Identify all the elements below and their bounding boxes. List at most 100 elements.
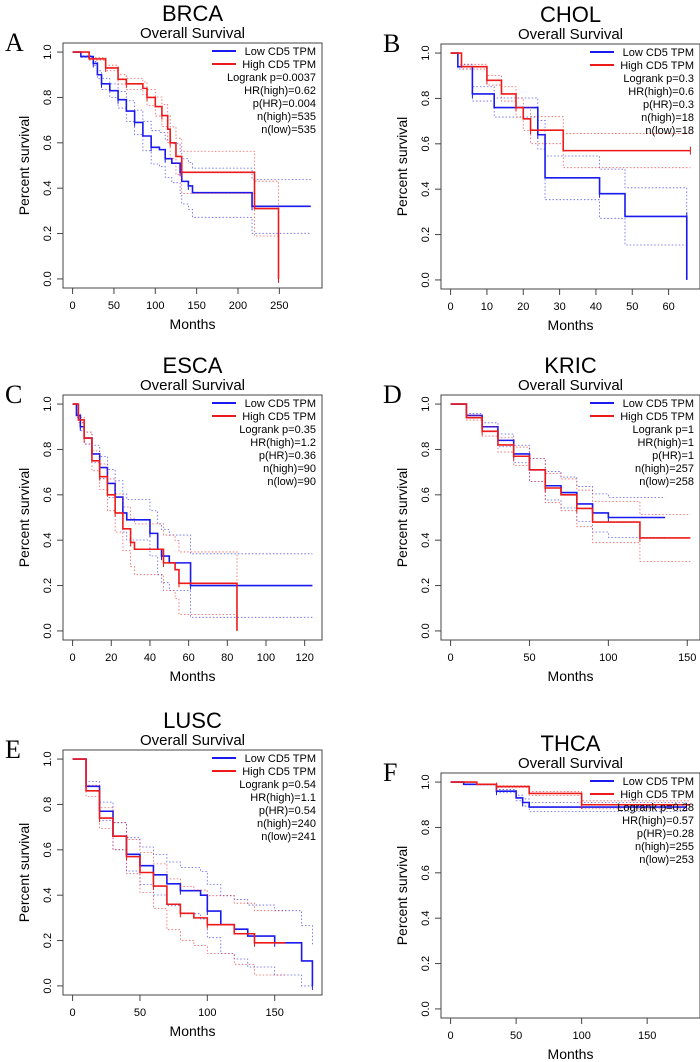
legend-entry: Low CD5 TPM [623,47,694,59]
confidence-band-low [72,51,311,234]
x-tick-label: 100 [599,652,617,664]
x-tick-label: 80 [221,652,233,664]
y-tick-label: 1.0 [42,751,54,766]
y-tick-label: 0.6 [42,842,54,857]
x-axis-label: Months [170,316,216,332]
y-axis-label: Percent survival [394,846,410,946]
x-tick-label: 150 [187,300,205,312]
x-axis-label: Months [170,668,216,684]
x-axis-label: Months [170,1023,216,1039]
stat-annotation: Logrank p=0.28 [617,802,694,814]
chart-subtitle: Overall Survival [518,377,623,394]
x-tick-label: 0 [448,301,454,313]
chart-subtitle: Overall Survival [140,732,245,749]
y-tick-label: 0.8 [42,797,54,812]
y-tick-label: 0.0 [420,272,432,287]
y-tick-label: 0.0 [42,623,54,638]
x-tick-label: 0 [448,1030,454,1042]
chart-title: CHOL [540,2,601,27]
y-tick-label: 0.6 [420,136,432,151]
x-tick-label: 100 [257,652,275,664]
x-tick-label: 0 [448,652,454,664]
y-tick-label: 1.0 [420,396,432,411]
stat-annotation: Logrank p=0.54 [239,779,316,791]
y-tick-label: 0.0 [420,1001,432,1016]
y-tick-label: 0.4 [420,533,432,548]
stat-annotation: n(high)=257 [635,463,694,475]
x-tick-label: 10 [481,301,493,313]
confidence-band-high [72,758,286,912]
stat-annotation: HR(high)=0.57 [622,815,694,827]
survival-curve-high [450,52,691,152]
legend-entry: High CD5 TPM [620,789,694,801]
legend-entry: Low CD5 TPM [623,776,694,788]
x-tick-label: 50 [108,300,120,312]
y-tick-label: 0.4 [42,888,54,903]
stat-annotation: Logrank p=0.35 [239,424,316,436]
chart-title: THCA [541,731,601,756]
x-tick-label: 40 [144,652,156,664]
legend-entry: High CD5 TPM [620,60,694,72]
x-tick-label: 100 [572,1030,590,1042]
chart-title: BRCA [162,1,223,26]
confidence-band-high [450,52,691,169]
chart-subtitle: Overall Survival [140,25,245,42]
survival-curve-high [72,51,280,279]
y-tick-label: 0.4 [42,181,54,196]
confidence-band-low [72,51,311,180]
y-tick-label: 0.6 [42,487,54,502]
chart-subtitle: Overall Survival [518,26,623,43]
stat-annotation: n(high)=535 [257,111,316,123]
y-tick-label: 0.0 [420,623,432,638]
y-tick-label: 0.2 [420,578,432,593]
y-tick-label: 0.2 [420,956,432,971]
x-tick-label: 60 [183,652,195,664]
stat-annotation: n(high)=18 [641,112,694,124]
survival-curve-high [450,781,691,806]
x-tick-label: 0 [70,652,76,664]
y-tick-label: 0.8 [42,90,54,105]
confidence-band-high [72,758,286,976]
legend-entry: Low CD5 TPM [623,398,694,410]
y-axis-label: Percent survival [16,823,32,923]
stat-annotation: HR(high)=1 [637,437,694,449]
plot-box [440,772,700,1019]
x-tick-label: 150 [638,1030,656,1042]
confidence-band-high [450,403,691,515]
plot-box [62,394,323,641]
x-axis-label: Months [548,317,594,333]
stat-annotation: p(HR)=0.28 [637,828,694,840]
panel-letter: C [5,380,22,409]
panel-letter: A [5,28,24,57]
confidence-band-high [72,51,279,279]
panel-letter: D [383,380,402,409]
y-tick-label: 1.0 [420,774,432,789]
x-tick-label: 100 [198,1007,216,1019]
legend-entry: High CD5 TPM [242,59,316,71]
legend-entry: High CD5 TPM [620,411,694,423]
y-axis-label: Percent survival [394,468,410,568]
y-tick-label: 0.6 [42,135,54,150]
x-tick-label: 0 [70,1007,76,1019]
y-tick-label: 0.8 [42,442,54,457]
legend-entry: High CD5 TPM [242,411,316,423]
y-tick-label: 0.2 [42,578,54,593]
stat-annotation: n(high)=90 [263,463,316,475]
stat-annotation: HR(high)=0.6 [628,86,694,98]
chart-subtitle: Overall Survival [518,755,623,772]
x-tick-label: 100 [146,300,164,312]
stat-annotation: p(HR)=1 [652,450,694,462]
x-tick-label: 50 [510,1030,522,1042]
y-axis-label: Percent survival [16,116,32,216]
x-axis-label: Months [548,668,594,684]
x-tick-label: 30 [553,301,565,313]
x-tick-label: 20 [517,301,529,313]
stat-annotation: n(low)=90 [267,476,316,488]
x-tick-label: 0 [70,300,76,312]
stat-annotation: p(HR)=0.004 [253,98,316,110]
chart-title: KRIC [544,353,597,378]
survival-curve-high [72,758,286,944]
